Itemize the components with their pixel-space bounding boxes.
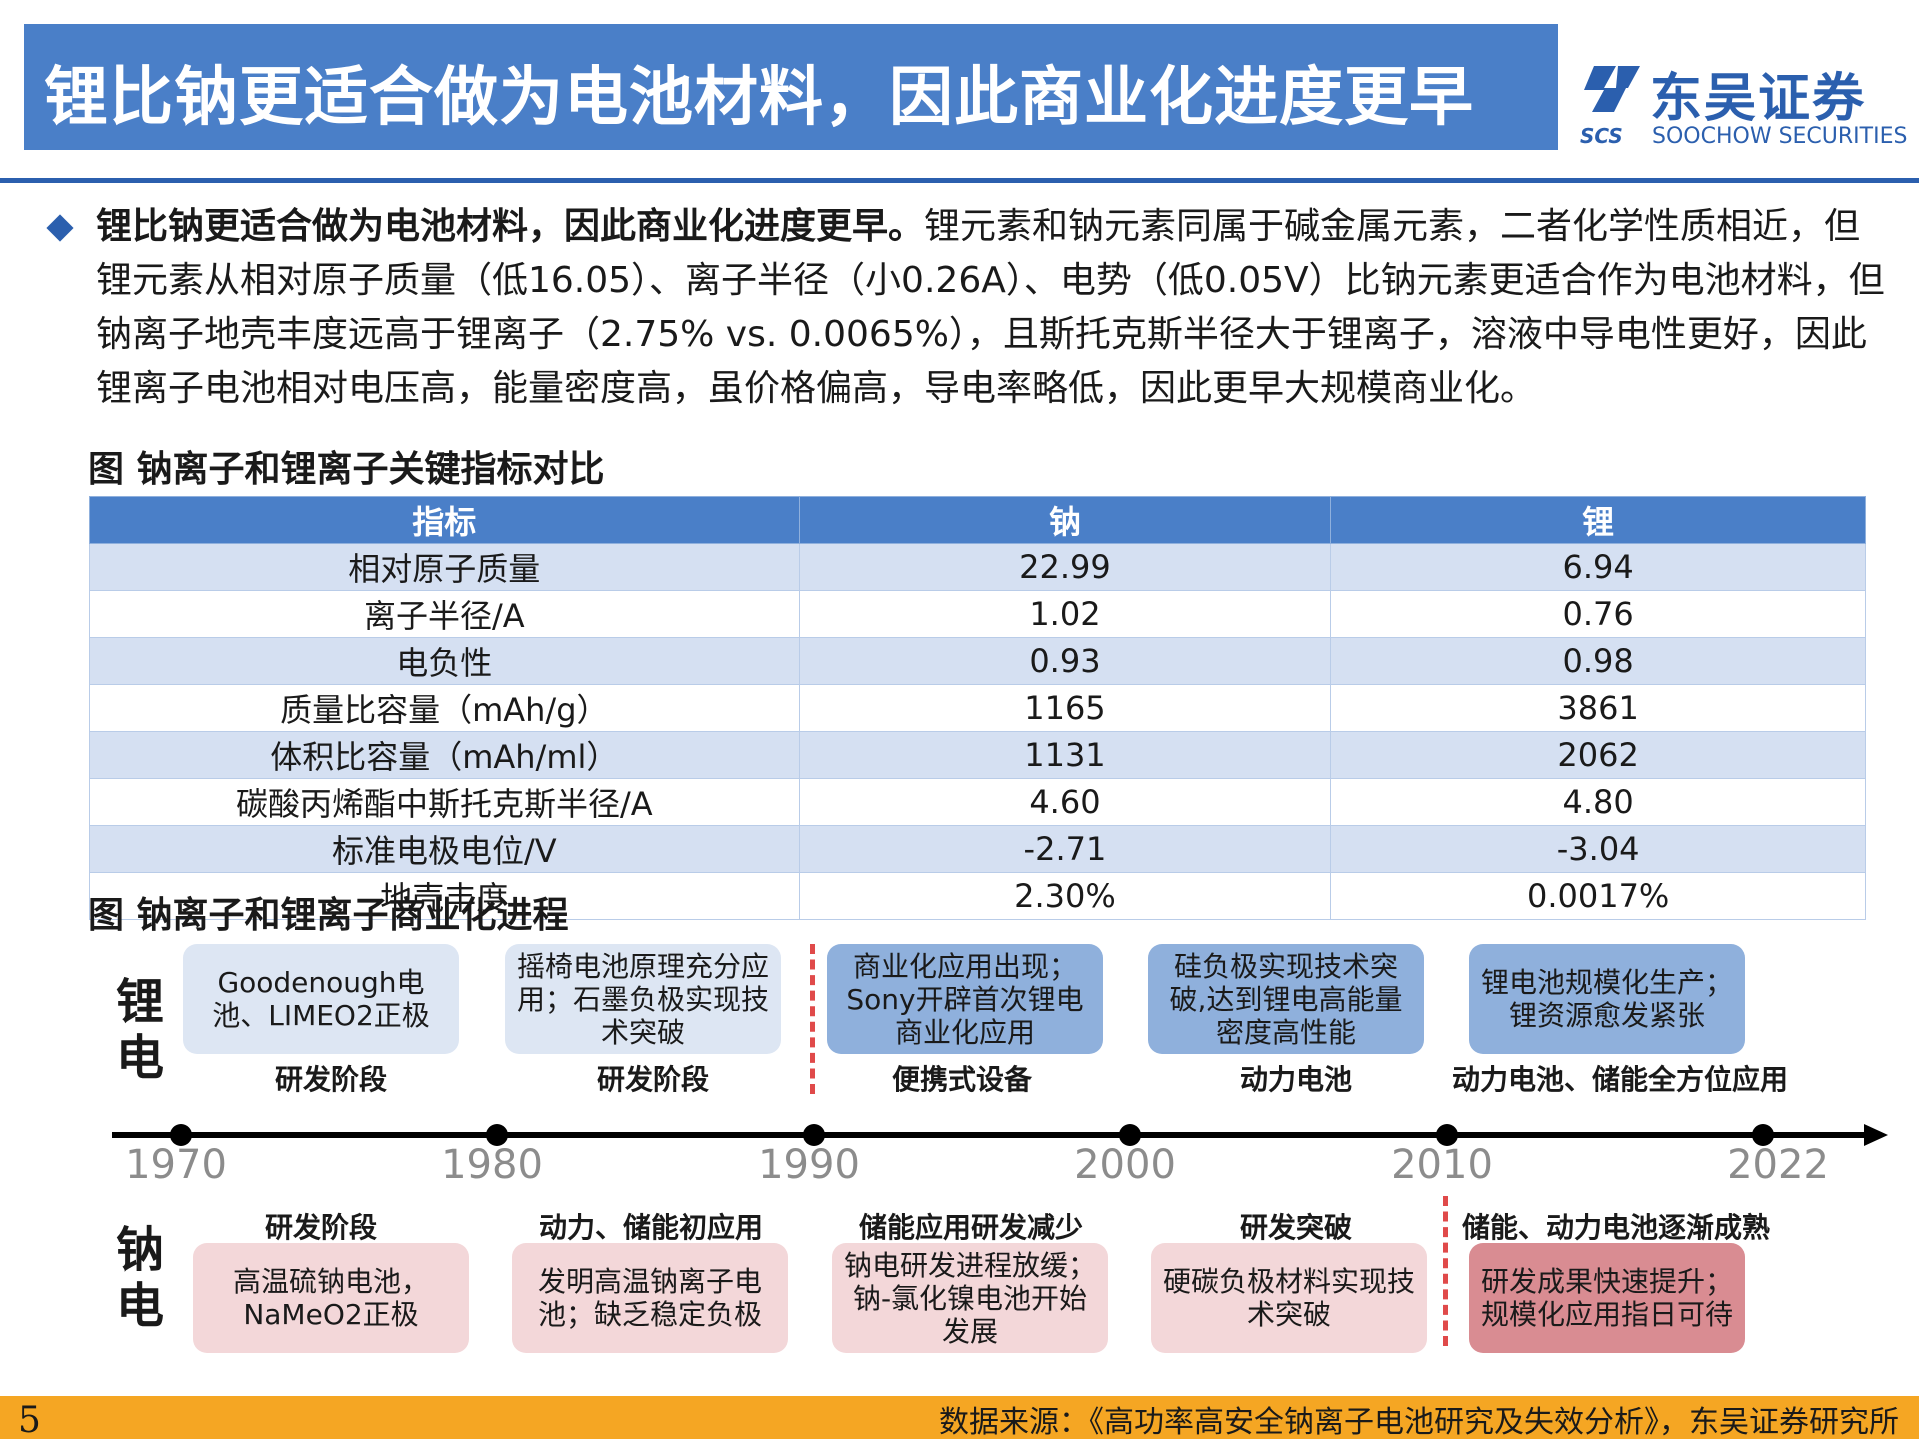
li-milestone-box: 摇椅电池原理充分应用；石墨负极实现技术突破 (505, 944, 781, 1054)
year-label: 1980 (441, 1142, 543, 1188)
table-cell: 碳酸丙烯酯中斯托克斯半径/A (89, 778, 800, 826)
table-row: 体积比容量（mAh/ml） 1131 2062 (89, 731, 1866, 779)
na-milestone-box: 研发成果快速提升；规模化应用指日可待 (1469, 1243, 1745, 1353)
table-cell: -3.04 (1330, 825, 1866, 873)
na-stage-label: 储能、动力电池逐渐成熟 (1461, 1211, 1770, 1244)
timeline-dot (1752, 1124, 1774, 1146)
table-cell: 2062 (1330, 731, 1866, 779)
table-cell: 质量比容量（mAh/g） (89, 684, 800, 732)
table-row: 质量比容量（mAh/g） 1165 3861 (89, 684, 1866, 732)
table-cell: 0.0017% (1330, 872, 1866, 920)
li-stage-label: 动力电池 (1239, 1063, 1352, 1096)
summary-text: 锂元素和钠元素同属于碱金属元素，二者化学性质相近，但锂元素从相对原子质量（低16… (96, 206, 1885, 409)
comparison-table: 指标 钠 锂 相对原子质量 22.99 6.94 离子半径/A 1.02 0.7… (89, 496, 1866, 920)
table-cell: 2.30% (798, 872, 1332, 920)
table-cell: 1131 (798, 731, 1332, 779)
table-cell: 1.02 (798, 590, 1332, 638)
table-cell: 体积比容量（mAh/ml） (89, 731, 800, 779)
timeline-axis (112, 1132, 1872, 1138)
na-commercialization-marker (1443, 1196, 1448, 1346)
table-cell: 电负性 (89, 637, 800, 685)
li-milestone-box: 硅负极实现技术突破,达到锂电高能量密度高性能 (1148, 944, 1424, 1054)
table-cell: 0.98 (1330, 637, 1866, 685)
table-row: 标准电极电位/V -2.71 -3.04 (89, 825, 1866, 873)
timeline-dot (1119, 1124, 1141, 1146)
axis-arrow-icon (1864, 1124, 1888, 1146)
table-cell: 标准电极电位/V (89, 825, 800, 873)
table-cell: 0.76 (1330, 590, 1866, 638)
year-label: 2000 (1074, 1142, 1176, 1188)
table-row: 离子半径/A 1.02 0.76 (89, 590, 1866, 638)
timeline-dot (486, 1124, 508, 1146)
table-cell: 0.93 (798, 637, 1332, 685)
table-row: 相对原子质量 22.99 6.94 (89, 543, 1866, 591)
na-stage-label: 研发阶段 (264, 1211, 377, 1244)
table-row: 地壳丰度 2.30% 0.0017% (89, 872, 1866, 920)
table-cell: 1165 (798, 684, 1332, 732)
table-cell: 3861 (1330, 684, 1866, 732)
table-header-cell: 钠 (798, 496, 1332, 544)
diamond-bullet-icon (46, 214, 74, 242)
na-milestone-box: 发明高温钠离子电池；缺乏稳定负极 (512, 1243, 788, 1353)
footer-bar (0, 1396, 1919, 1439)
table-cell: 6.94 (1330, 543, 1866, 591)
li-commercialization-marker (810, 944, 815, 1094)
na-milestone-box: 硬碳负极材料实现技术突破 (1151, 1243, 1427, 1353)
table-header-cell: 指标 (89, 496, 800, 544)
table-cell: 地壳丰度 (89, 872, 800, 920)
title-bar (24, 24, 1558, 150)
summary-paragraph: 锂比钠更适合做为电池材料，因此商业化进度更早。锂元素和钠元素同属于碱金属元素，二… (96, 200, 1896, 416)
li-stage-label: 研发阶段 (274, 1063, 387, 1096)
na-stage-label: 研发突破 (1239, 1211, 1352, 1244)
page-number: 5 (18, 1400, 41, 1439)
table-cell: 4.60 (798, 778, 1332, 826)
logo-abbreviation: SCS (1580, 124, 1623, 148)
year-label: 2022 (1727, 1142, 1829, 1188)
year-label: 2010 (1391, 1142, 1493, 1188)
timeline-dot (170, 1124, 192, 1146)
table-title: 图 钠离子和锂离子关键指标对比 (88, 449, 605, 490)
timeline-dot (803, 1124, 825, 1146)
na-milestone-box: 钠电研发进程放缓；钠-氯化镍电池开始发展 (832, 1243, 1108, 1353)
timeline-dot (1436, 1124, 1458, 1146)
sodium-row-label: 钠 电 (115, 1222, 164, 1334)
lithium-row-label: 锂 电 (115, 974, 164, 1086)
table-cell: 离子半径/A (89, 590, 800, 638)
table-cell: 4.80 (1330, 778, 1866, 826)
na-stage-label: 储能应用研发减少 (858, 1211, 1083, 1244)
table-cell: 22.99 (798, 543, 1332, 591)
li-milestone-box: Goodenough电池、LIMEO2正极 (183, 944, 459, 1054)
year-label: 1990 (758, 1142, 860, 1188)
table-cell: -2.71 (798, 825, 1332, 873)
na-stage-label: 动力、储能初应用 (538, 1211, 763, 1244)
li-stage-label: 研发阶段 (596, 1063, 709, 1096)
li-milestone-box: 商业化应用出现；Sony开辟首次锂电商业化应用 (827, 944, 1103, 1054)
summary-bold-lead: 锂比钠更适合做为电池材料，因此商业化进度更早。 (96, 206, 925, 247)
header-divider (0, 178, 1919, 183)
page-title: 锂比钠更适合做为电池材料，因此商业化进度更早 (44, 61, 1474, 135)
year-label: 1970 (125, 1142, 227, 1188)
table-header-row: 指标 钠 锂 (89, 496, 1866, 544)
logo-english-name: SOOCHOW SECURITIES (1652, 124, 1908, 149)
table-header-cell: 锂 (1330, 496, 1866, 544)
li-milestone-box: 锂电池规模化生产；锂资源愈发紧张 (1469, 944, 1745, 1054)
table-row: 电负性 0.93 0.98 (89, 637, 1866, 685)
table-cell: 相对原子质量 (89, 543, 800, 591)
data-source: 数据来源：《高功率高安全钠离子电池研究及失效分析》，东吴证券研究所 (939, 1405, 1899, 1439)
table-row: 碳酸丙烯酯中斯托克斯半径/A 4.60 4.80 (89, 778, 1866, 826)
li-stage-label: 动力电池、储能全方位应用 (1452, 1063, 1789, 1096)
timeline-title: 图 钠离子和锂离子商业化进程 (88, 895, 569, 936)
logo-chinese-name: 东吴证券 (1650, 69, 1867, 129)
na-milestone-box: 高温硫钠电池，NaMeO2正极 (193, 1243, 469, 1353)
soochow-logo-icon (1584, 66, 1640, 112)
company-logo: 东吴证券 SCS SOOCHOW SECURITIES (1580, 52, 1907, 152)
li-stage-label: 便携式设备 (891, 1063, 1032, 1096)
